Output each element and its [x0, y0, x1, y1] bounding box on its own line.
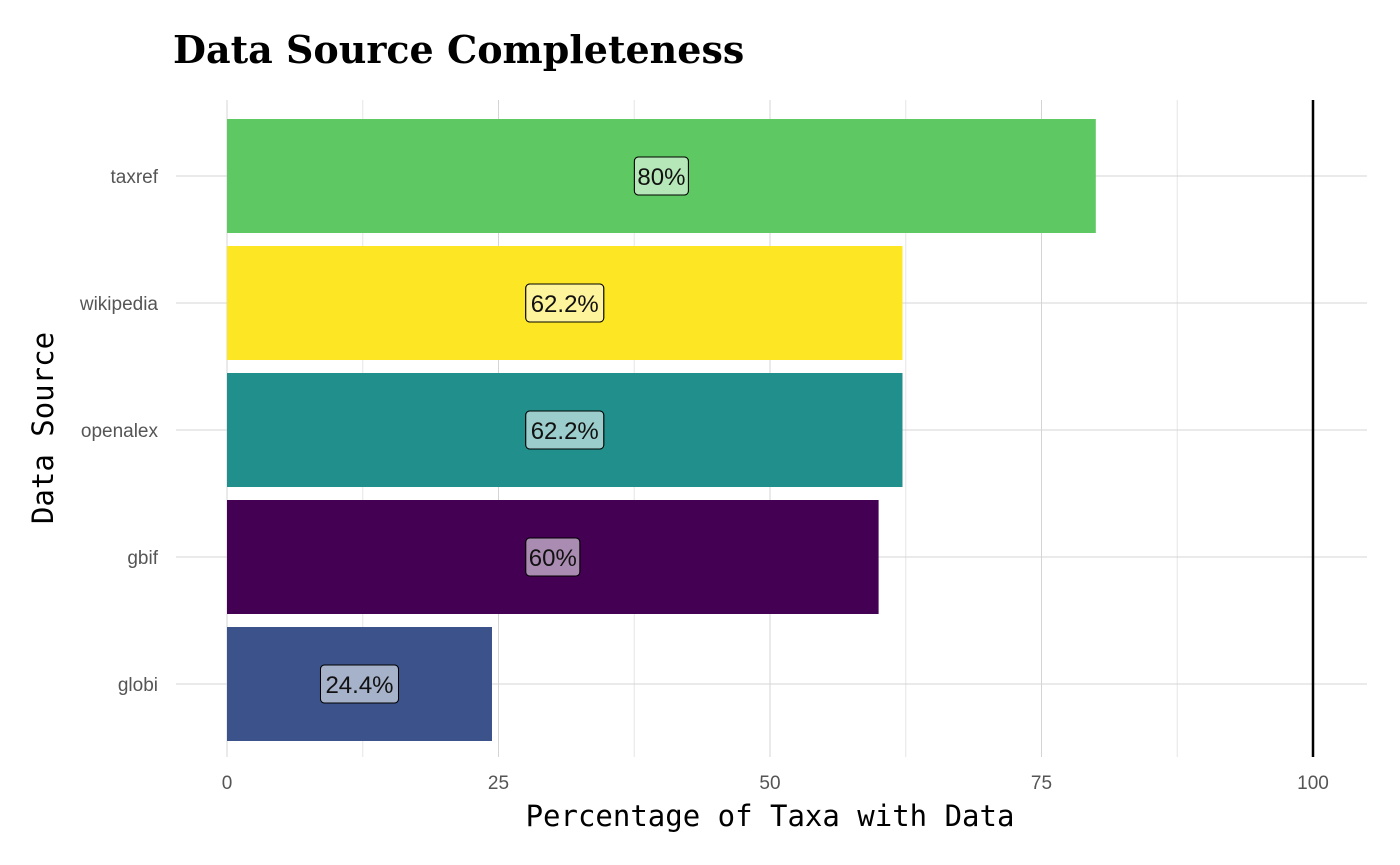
y-axis-title: Data Source — [26, 332, 60, 524]
data-label-box-overlay — [525, 537, 581, 577]
chart-title: Data Source Completeness — [173, 27, 744, 72]
data-label: 60% — [529, 545, 577, 572]
data-label: 24.4% — [325, 672, 393, 699]
data-label: 80% — [637, 164, 685, 191]
data-label: 62.2% — [531, 291, 599, 318]
data-label-box-overlay — [319, 664, 399, 704]
y-tick-label: openalex — [81, 421, 159, 442]
data-label-box-overlay — [525, 283, 605, 323]
y-tick-label: globi — [118, 675, 158, 696]
data-label: 62.2% — [531, 418, 599, 445]
y-tick-label: taxref — [110, 167, 158, 188]
y-tick-label: gbif — [127, 548, 158, 569]
x-tick-label: 75 — [1031, 773, 1052, 794]
x-axis-title: Percentage of Taxa with Data — [526, 799, 1015, 833]
x-tick-label: 25 — [488, 773, 509, 794]
x-tick-label: 0 — [222, 773, 233, 794]
y-tick-label: wikipedia — [79, 294, 159, 315]
x-tick-label: 100 — [1297, 773, 1329, 794]
x-tick-label: 50 — [759, 773, 780, 794]
data-label-box-overlay — [525, 410, 605, 450]
data-label-box-overlay — [633, 156, 689, 196]
